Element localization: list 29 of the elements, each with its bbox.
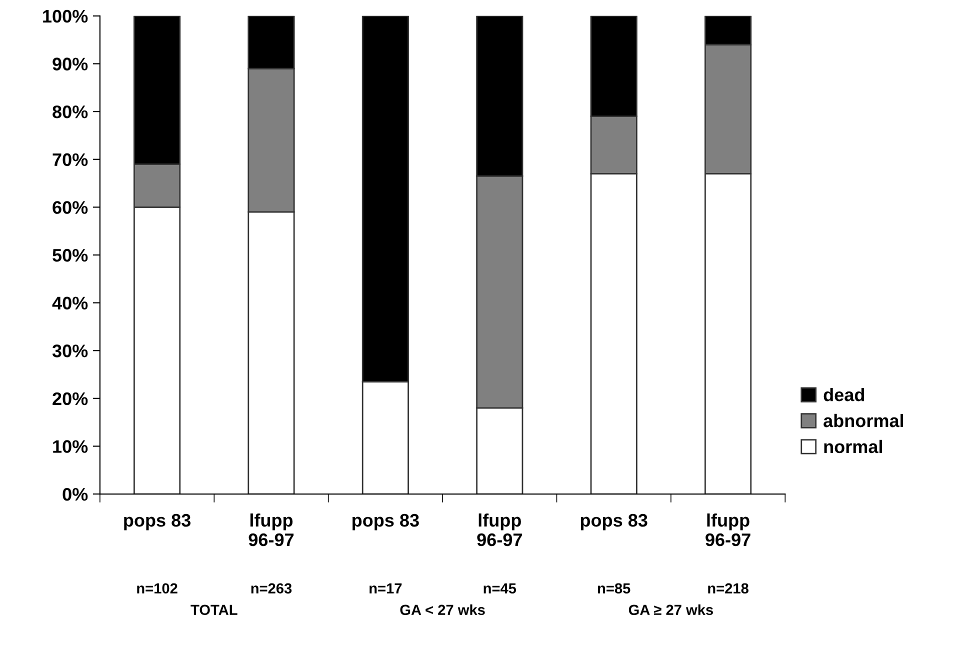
y-tick-label: 60% xyxy=(52,201,88,214)
text: n=17 xyxy=(370,583,402,594)
y-tick-label: 90% xyxy=(52,58,88,70)
y-tick-label: 10% xyxy=(53,440,88,453)
text: GA < 27 wks xyxy=(400,604,485,616)
x-tick-label: lfupp 96-97 xyxy=(477,513,522,546)
y-tick-label: 0% xyxy=(62,488,88,501)
y-tick-label: 70% xyxy=(52,153,88,166)
legend-label: normal xyxy=(824,440,882,454)
text: TOTAL xyxy=(190,604,238,616)
y-tick-label: 50% xyxy=(52,248,88,262)
legend-label: dead xyxy=(824,388,864,402)
y-tick-label: 40% xyxy=(52,296,88,310)
legend-label: abnormal xyxy=(824,414,904,428)
x-tick-label: pops 83 xyxy=(352,514,419,530)
text: n=263 xyxy=(251,583,292,594)
text: n=218 xyxy=(708,583,748,594)
text: GA ≥ 27 wks xyxy=(628,604,713,616)
text: n=102 xyxy=(137,583,178,594)
text: n=85 xyxy=(598,583,630,594)
text: n=45 xyxy=(484,583,516,594)
y-tick-label: 100% xyxy=(43,10,88,23)
x-tick-label: pops 83 xyxy=(124,514,191,530)
y-tick-label: 30% xyxy=(52,344,88,358)
x-tick-label: pops 83 xyxy=(580,514,648,530)
y-tick-label: 20% xyxy=(52,392,88,406)
y-tick-label: 80% xyxy=(52,105,88,118)
x-tick-label: lfupp 96-97 xyxy=(706,513,750,546)
x-tick-label: lfupp 96-97 xyxy=(248,513,294,546)
